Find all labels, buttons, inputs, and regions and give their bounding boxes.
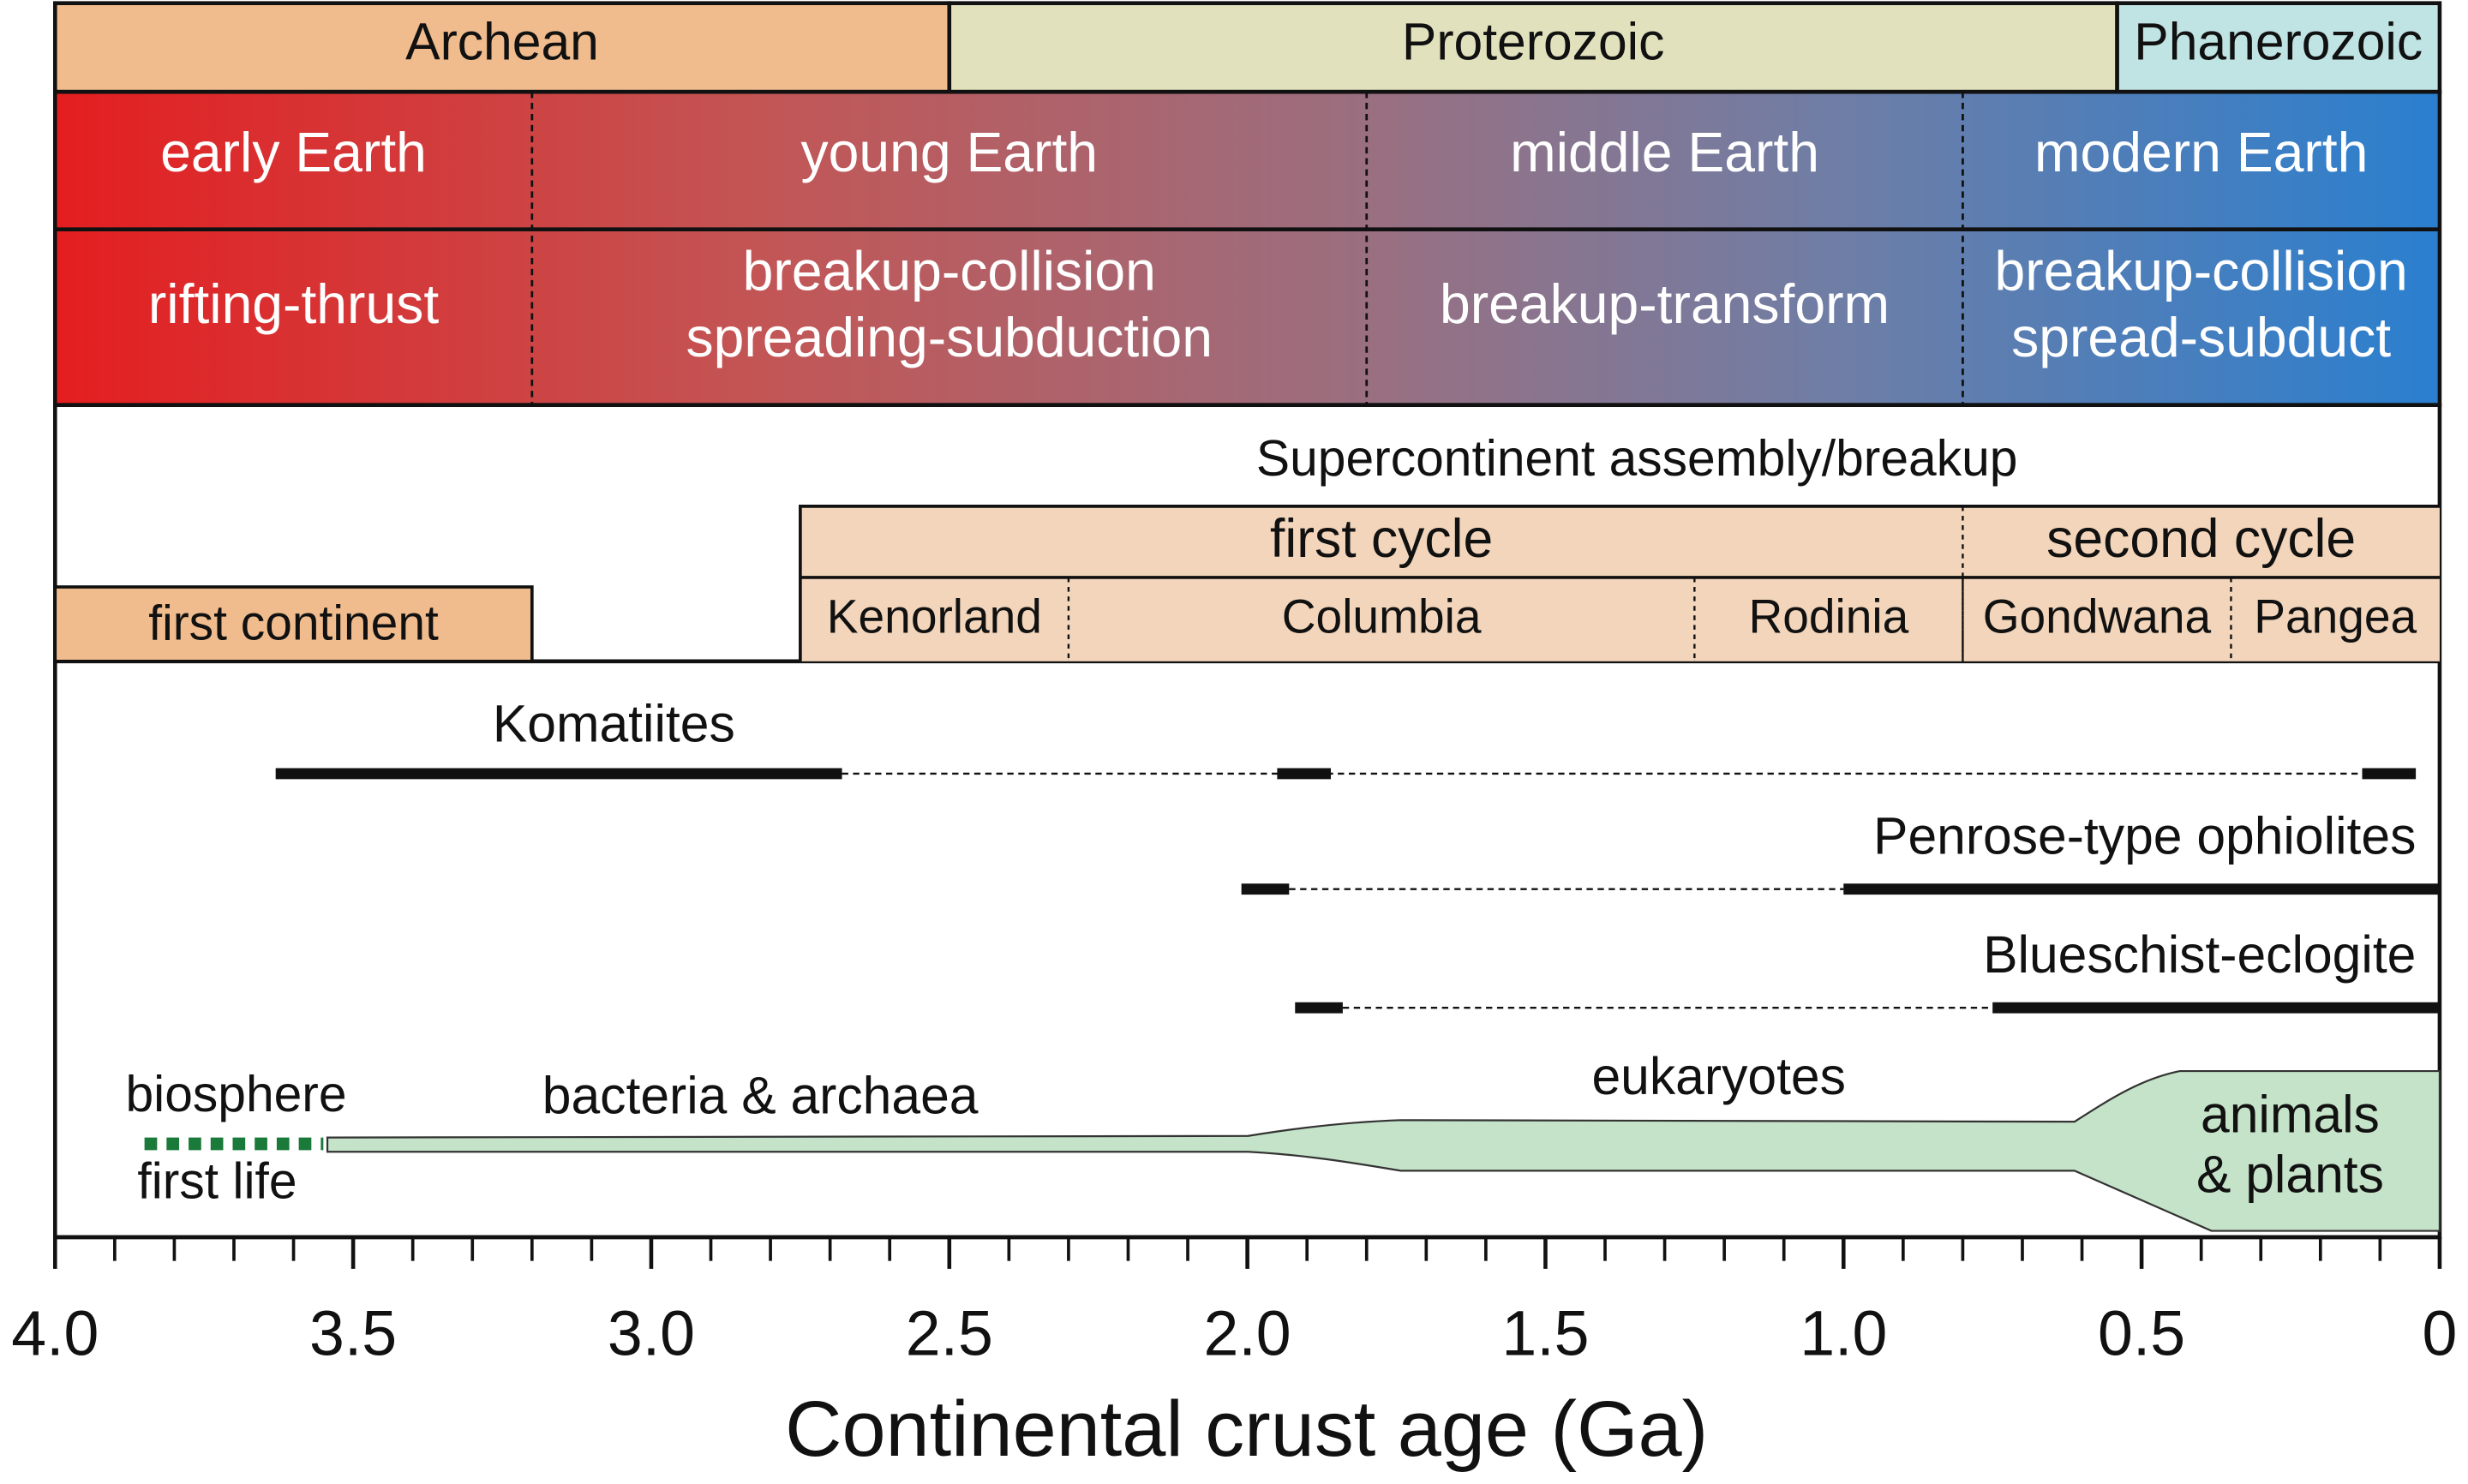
cycle-frame xyxy=(799,505,2440,661)
supercontinent-label: Columbia xyxy=(1282,589,1482,643)
life-phase-label: & plants xyxy=(2196,1146,2384,1204)
eon-band xyxy=(2115,1,2442,94)
supercontinent-label: Kenorland xyxy=(827,589,1042,643)
eon-label: Phanerozoic xyxy=(2134,12,2423,70)
cycle-bar xyxy=(1962,506,2440,577)
cycle-label: second cycle xyxy=(2046,509,2356,569)
tectonic-label: breakup-collision xyxy=(1995,240,2408,302)
tectonic-label: breakup-transform xyxy=(1440,273,1890,335)
x-tick-label: 1.0 xyxy=(1800,1297,1887,1368)
tectonic-label: rifting-thrust xyxy=(148,273,439,335)
x-tick-label: 1.5 xyxy=(1501,1297,1589,1368)
life-phase-label: eukaryotes xyxy=(1591,1047,1845,1105)
supercontinent-label: Gondwana xyxy=(1983,589,2212,643)
cycle-label: first cycle xyxy=(1270,509,1493,569)
eon-label: Proterozoic xyxy=(1402,12,1665,70)
tectonic-label: breakup-collision xyxy=(743,240,1156,302)
tectonic-label: spread-subduct xyxy=(2011,307,2391,368)
tectonic-label: spreading-subduction xyxy=(686,307,1213,368)
rock-label: Komatiites xyxy=(493,694,735,752)
first-life-label: first life xyxy=(137,1153,297,1209)
life-band xyxy=(326,1069,2441,1232)
supercontinent-label: Pangea xyxy=(2254,589,2417,643)
rock-label: Blueschist-eclogite xyxy=(1983,925,2416,984)
first-continent-bar xyxy=(53,585,534,663)
supercontinent-bar xyxy=(1068,577,1695,661)
stage-label: middle Earth xyxy=(1510,122,1819,183)
x-tick-label: 0.5 xyxy=(2098,1297,2185,1368)
x-tick-label: 3.5 xyxy=(309,1297,397,1368)
eon-label: Archean xyxy=(405,12,599,70)
life-phase-label: bacteria & archaea xyxy=(542,1066,979,1124)
supercontinent-bar xyxy=(2231,577,2440,661)
rock-label: Penrose-type ophiolites xyxy=(1873,806,2416,865)
supercontinent-bar xyxy=(800,577,1069,661)
cycle-bar xyxy=(800,506,1963,577)
supercontinent-bar xyxy=(1694,577,1963,661)
eon-band xyxy=(947,1,2119,94)
axis-title: Continental crust age (Ga) xyxy=(785,1385,1708,1473)
biosphere-label: biosphere xyxy=(125,1067,346,1122)
first-continent-label: first continent xyxy=(148,595,439,650)
stage-label: modern Earth xyxy=(2034,122,2368,183)
x-tick-label: 3.0 xyxy=(608,1297,695,1368)
x-tick-label: 4.0 xyxy=(11,1297,99,1368)
supercontinent-title: Supercontinent assembly/breakup xyxy=(1256,431,2018,487)
life-phase-label: animals xyxy=(2201,1085,2380,1143)
x-tick-label: 2.5 xyxy=(906,1297,993,1368)
stage-label: early Earth xyxy=(160,122,427,183)
supercontinent-bar xyxy=(1962,577,2231,661)
supercontinent-label: Rodinia xyxy=(1748,589,1908,643)
stage-label: young Earth xyxy=(800,122,1098,183)
eon-band xyxy=(52,1,952,94)
x-tick-label: 0 xyxy=(2423,1297,2458,1368)
x-tick-label: 2.0 xyxy=(1204,1297,1291,1368)
stage-background xyxy=(55,92,2440,405)
